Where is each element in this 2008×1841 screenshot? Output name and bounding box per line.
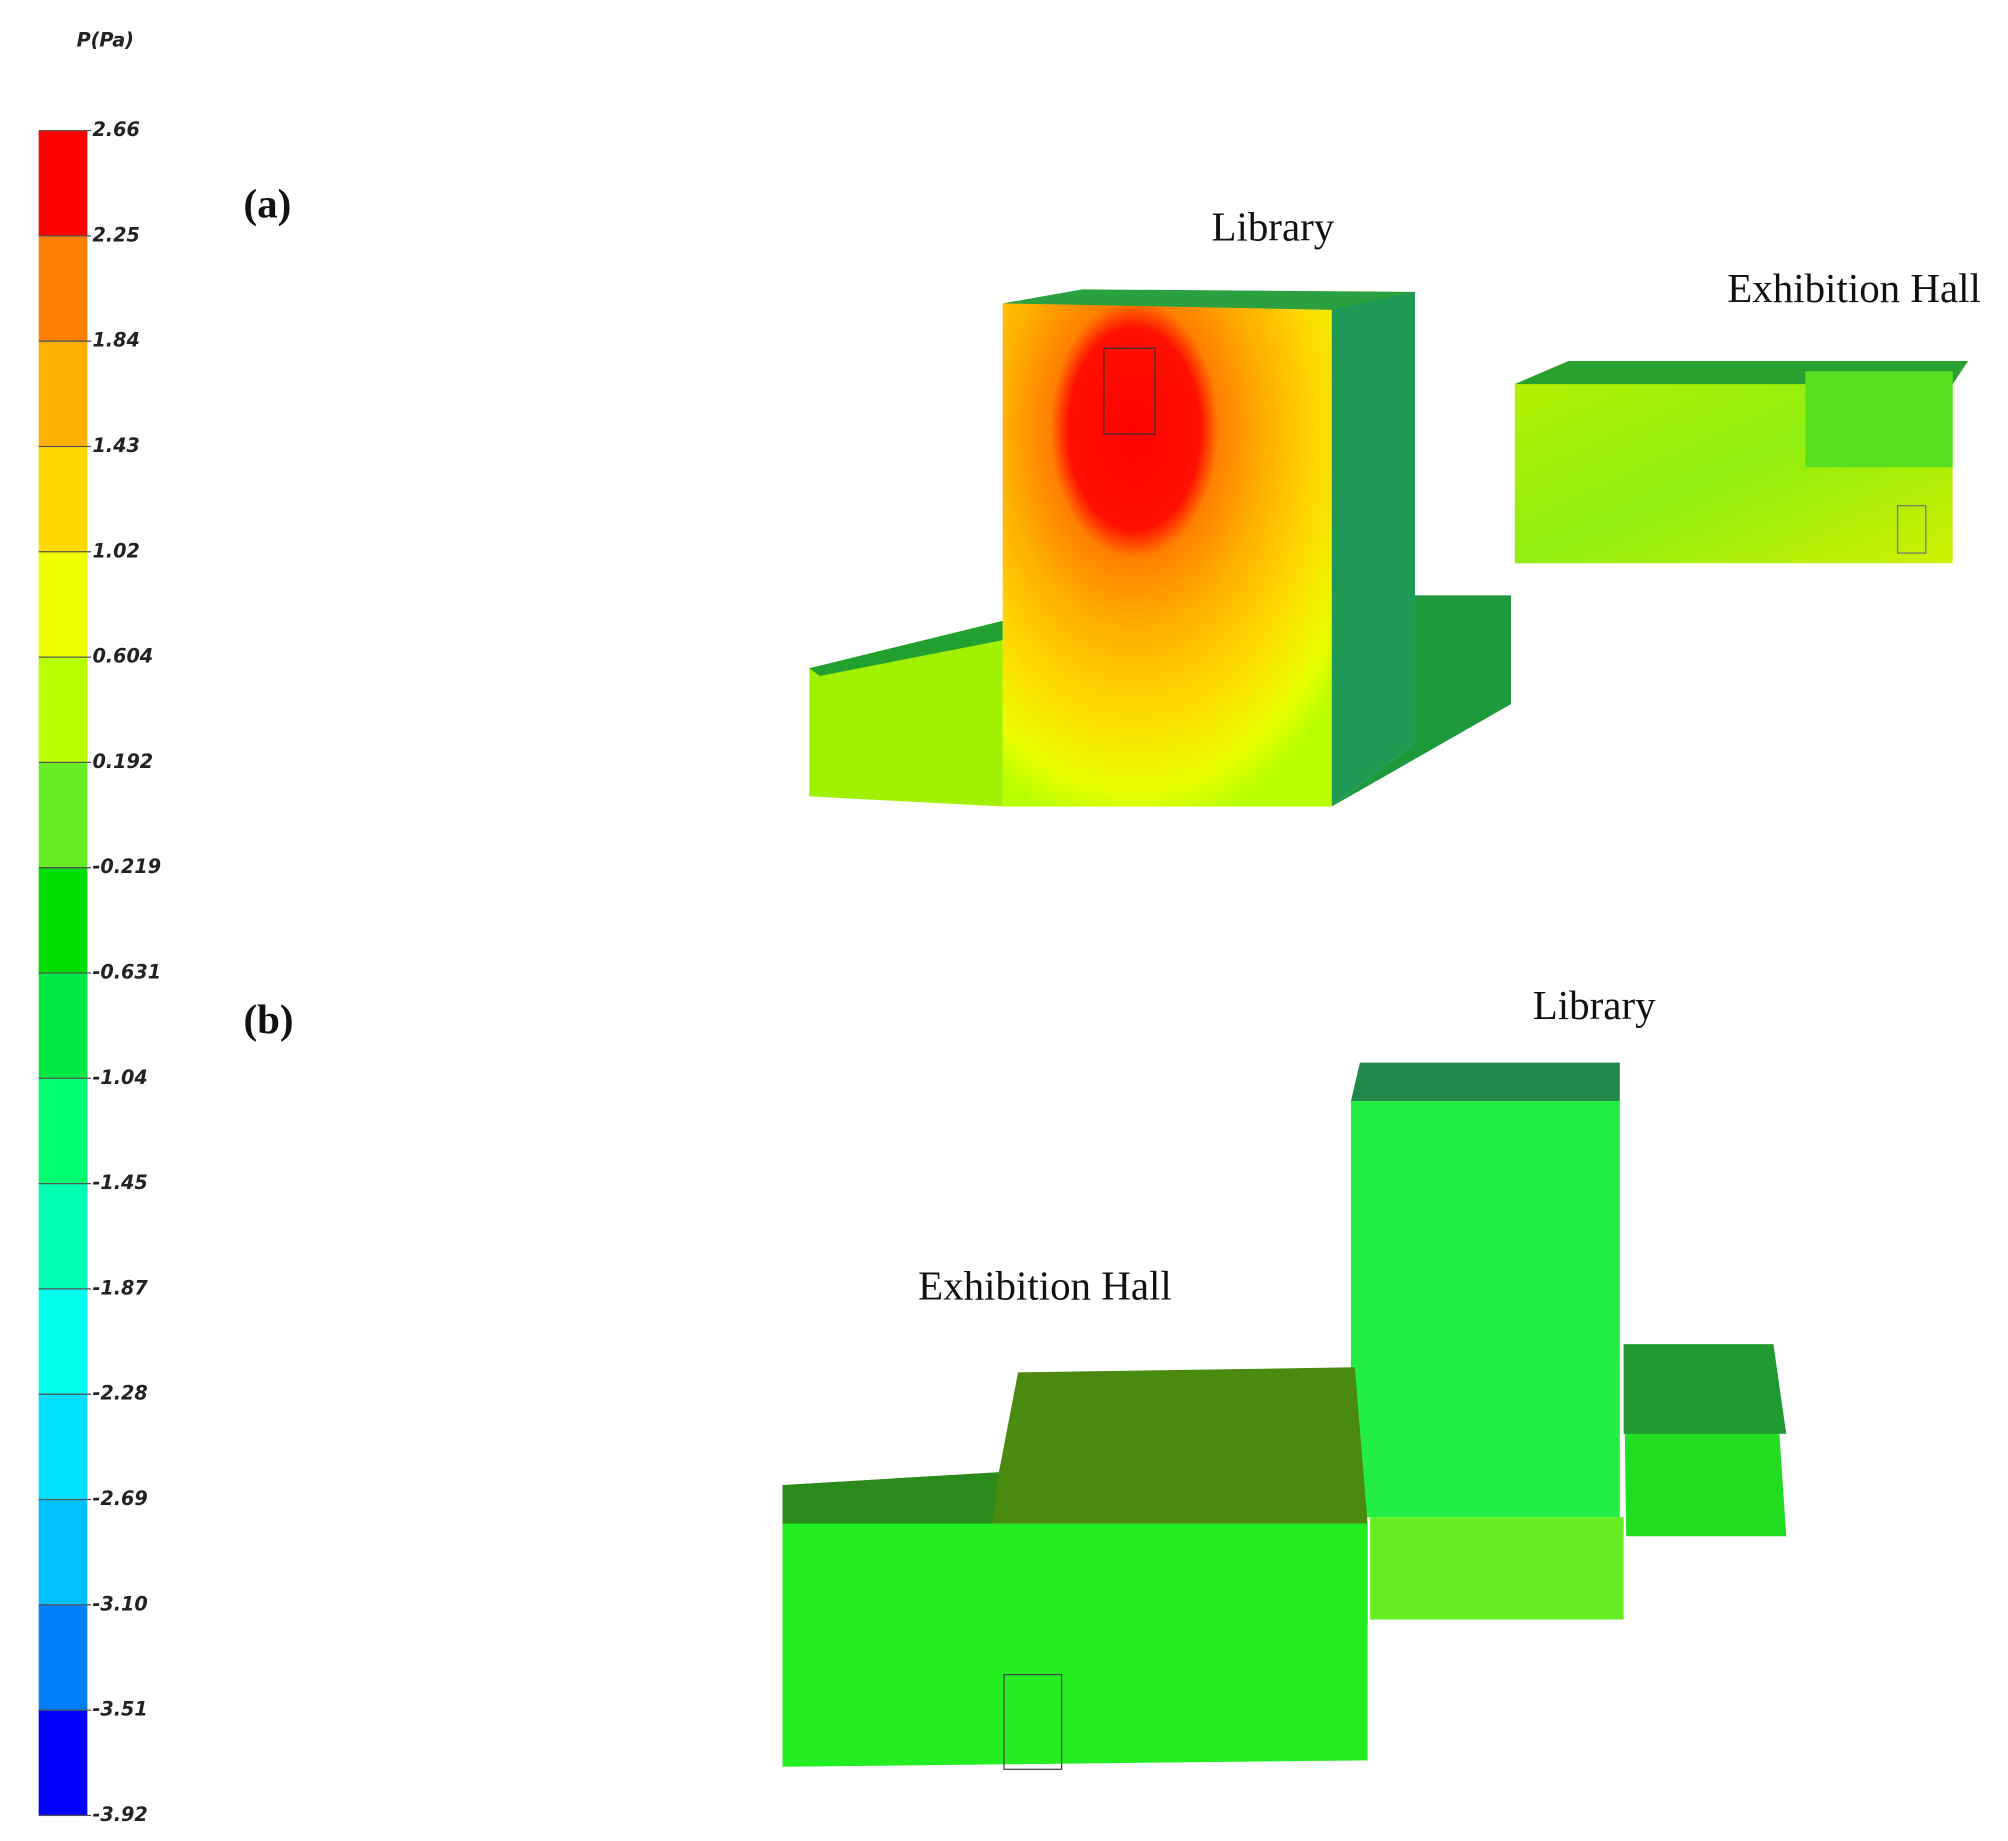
- wing: [1331, 595, 1511, 807]
- color-band: [38, 235, 88, 342]
- color-band: [38, 1710, 88, 1817]
- color-band: [38, 1078, 88, 1185]
- facade: [1002, 303, 1332, 807]
- panel-label: (b): [244, 996, 294, 1042]
- legend-title: P(Pa): [77, 28, 134, 51]
- color-band: [38, 1604, 88, 1711]
- facade: [1350, 1101, 1620, 1518]
- tick-label: 1.02: [92, 539, 139, 562]
- color-band: [38, 446, 88, 553]
- color-band: [38, 1288, 88, 1395]
- color-band: [38, 1183, 88, 1290]
- roof: [809, 620, 1003, 676]
- panel-label: (a): [244, 181, 292, 227]
- window: [1103, 347, 1156, 435]
- tick-label: 0.604: [92, 645, 153, 668]
- roof: [1002, 289, 1415, 310]
- tick-label: 2.25: [92, 223, 139, 246]
- color-band: [38, 972, 88, 1079]
- tick-label: -3.51: [92, 1698, 147, 1721]
- model-a: [809, 289, 1969, 807]
- facade: [782, 1523, 1368, 1767]
- tick-label: -1.87: [92, 1276, 148, 1299]
- building-label: Library: [1533, 982, 1656, 1028]
- color-band: [38, 762, 88, 869]
- building-label: Exhibition Hall: [918, 1262, 1172, 1308]
- tick-label: 0.192: [92, 750, 153, 773]
- color-band: [38, 867, 88, 974]
- door: [1003, 1673, 1063, 1770]
- roof: [782, 1472, 999, 1524]
- window: [1896, 505, 1927, 554]
- tick-label: 1.84: [92, 329, 139, 352]
- recess: [1805, 371, 1953, 468]
- colorbar: 2.66 2.25 1.84 1.43 1.02 0.604 0.192 -0.219 -0.6…: [38, 118, 161, 1826]
- tick-label: 1.43: [92, 434, 139, 457]
- roof: [1350, 1062, 1620, 1102]
- color-band: [38, 130, 88, 237]
- tick-label: -2.28: [92, 1382, 147, 1405]
- tick-label: -0.219: [92, 855, 161, 878]
- building-label: Library: [1211, 204, 1334, 250]
- tick-label: -3.10: [92, 1592, 147, 1615]
- color-band: [38, 551, 88, 658]
- tick-label: 2.66: [92, 118, 139, 141]
- color-band: [38, 341, 88, 448]
- tick-label: -3.92: [92, 1803, 147, 1826]
- building-label: Exhibition Hall: [1727, 265, 1981, 311]
- tick-label: -1.04: [92, 1066, 147, 1089]
- tick-label: -0.631: [92, 960, 161, 983]
- color-band: [38, 657, 88, 764]
- base: [1370, 1517, 1624, 1620]
- color-band: [38, 1394, 88, 1501]
- tick-label: -1.45: [92, 1171, 147, 1194]
- color-band: [38, 1499, 88, 1606]
- roof: [1623, 1344, 1787, 1434]
- model-b: [782, 1062, 1787, 1770]
- side: [1331, 291, 1415, 807]
- tick-label: -2.69: [92, 1487, 147, 1510]
